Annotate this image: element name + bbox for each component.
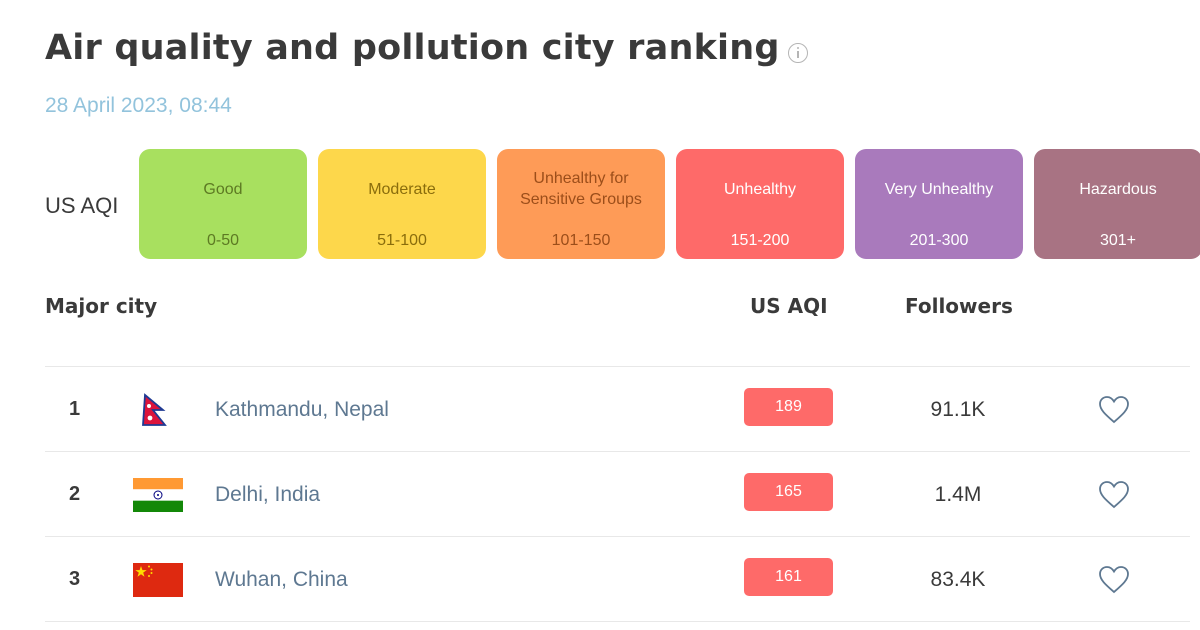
city-name[interactable]: Delhi, India [215, 482, 321, 506]
aqi-level-range: 201-300 [909, 232, 969, 249]
aqi-level-range: 301+ [1099, 232, 1137, 249]
table-row[interactable]: 2 Delhi, India 165 1.4M [45, 452, 1190, 537]
aqi-level-name: Hazardous [1079, 180, 1157, 198]
aqi-level-good: Good 0-50 [139, 149, 307, 259]
column-header-city[interactable]: Major city [45, 294, 158, 318]
nepal-flag-icon [142, 393, 167, 426]
title-row: Air quality and pollution city ranking [45, 28, 808, 68]
aqi-level-range: 151-200 [730, 232, 790, 249]
rank-number: 1 [69, 398, 81, 420]
aqi-level-unhealthy-sensitive: Unhealthy for Sensitive Groups 101-150 [497, 149, 665, 259]
city-name[interactable]: Kathmandu, Nepal [215, 397, 389, 421]
aqi-level-name: Very Unhealthy [884, 180, 994, 198]
ranking-table: 1 Kathmandu, Nepal 189 91.1K 2 Delhi, In… [45, 366, 1190, 622]
heart-outline-icon[interactable] [1098, 565, 1130, 595]
aqi-badge: 189 [744, 388, 833, 426]
aqi-badge: 161 [744, 558, 833, 596]
ranking-date: 28 April 2023, 08:44 [45, 94, 232, 117]
column-header-aqi[interactable]: US AQI [750, 294, 828, 318]
column-header-followers[interactable]: Followers [905, 294, 1013, 318]
followers-count: 83.4K [930, 567, 986, 591]
aqi-level-name: Good [203, 180, 243, 198]
aqi-level-name: Moderate [368, 180, 436, 198]
aqi-level-range: 0-50 [206, 232, 240, 249]
aqi-level-moderate: Moderate 51-100 [318, 149, 486, 259]
table-row[interactable]: 3 Wuhan, China 161 83.4K [45, 537, 1190, 622]
aqi-level-name: Unhealthy for Sensitive Groups [520, 170, 642, 208]
aqi-level-hazardous: Hazardous 301+ [1034, 149, 1200, 259]
aqi-scale-label: US AQI [45, 193, 119, 218]
aqi-level-very-unhealthy: Very Unhealthy 201-300 [855, 149, 1023, 259]
city-name[interactable]: Wuhan, China [215, 567, 348, 591]
followers-count: 1.4M [934, 482, 982, 506]
aqi-level-range: 101-150 [551, 232, 611, 249]
rank-number: 3 [69, 568, 81, 590]
followers-count: 91.1K [930, 397, 986, 421]
table-row[interactable]: 1 Kathmandu, Nepal 189 91.1K [45, 367, 1190, 452]
info-icon[interactable] [787, 43, 808, 63]
rank-number: 2 [69, 483, 81, 505]
aqi-level-range: 51-100 [377, 232, 427, 249]
aqi-level-unhealthy: Unhealthy 151-200 [676, 149, 844, 259]
page-title: Air quality and pollution city ranking [45, 28, 780, 68]
aqi-level-name: Unhealthy [723, 180, 797, 198]
heart-outline-icon[interactable] [1098, 395, 1130, 425]
india-flag-icon [133, 478, 183, 512]
china-flag-icon [133, 563, 183, 597]
heart-outline-icon[interactable] [1098, 480, 1130, 510]
aqi-badge: 165 [744, 473, 833, 511]
aqi-legend: Good 0-50 Moderate 51-100 Unhealthy for … [139, 149, 1200, 259]
